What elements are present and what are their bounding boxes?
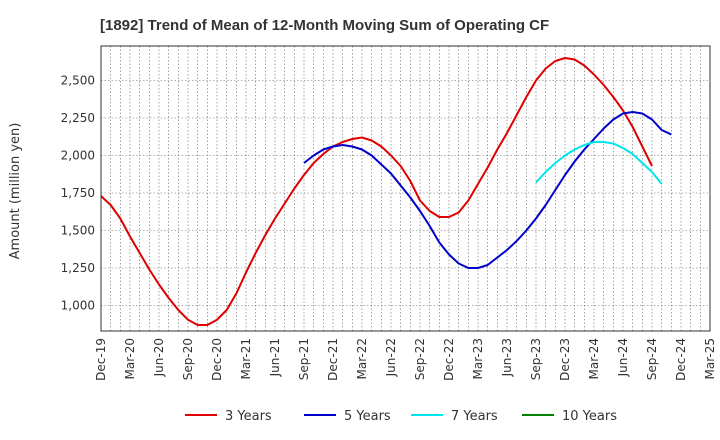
- x-tick-label: Dec-23: [558, 338, 572, 381]
- x-tick-label: Dec-19: [94, 338, 108, 381]
- legend-label-10-years: 10 Years: [562, 409, 617, 424]
- x-tick-label: Sep-22: [413, 338, 427, 380]
- y-axis-label: Amount (million yen): [8, 123, 23, 260]
- y-tick-labels: 1,000 1,250 1,500 1,750 2,000 2,250 2,500: [61, 74, 95, 313]
- x-tick-label: Jun-21: [268, 338, 282, 377]
- x-tick-label: Dec-22: [442, 338, 456, 381]
- x-tick-label: Dec-20: [210, 338, 224, 381]
- series-line-7-years: [535, 141, 663, 185]
- series-line-3-years: [100, 57, 653, 326]
- x-tick-label: Sep-23: [529, 338, 543, 380]
- x-tick-label: Mar-25: [703, 338, 717, 379]
- x-tick-label: Mar-24: [587, 338, 601, 379]
- legend-label-3-years: 3 Years: [225, 409, 272, 424]
- series-line-5-years: [303, 111, 672, 269]
- plot-frame: [100, 45, 711, 332]
- y-tick-label: 2,250: [61, 111, 95, 125]
- x-tick-label: Sep-21: [297, 338, 311, 380]
- x-tick-label: Dec-24: [674, 338, 688, 381]
- y-tick-label: 2,500: [61, 74, 95, 88]
- y-tick-label: 1,000: [61, 299, 95, 313]
- x-tick-label: Mar-23: [471, 338, 485, 379]
- x-tick-label: Sep-24: [645, 338, 659, 380]
- x-tick-label: Sep-20: [181, 338, 195, 380]
- x-tick-label: Jun-22: [384, 338, 398, 377]
- x-tick-label: Jun-24: [616, 338, 630, 377]
- x-tick-label: Mar-22: [355, 338, 369, 379]
- legend-label-7-years: 7 Years: [451, 409, 498, 424]
- grid: [101, 46, 710, 331]
- x-tick-label: Mar-20: [123, 338, 137, 379]
- legend-label-5-years: 5 Years: [344, 409, 391, 424]
- x-tick-label: Mar-21: [239, 338, 253, 379]
- y-tick-label: 1,500: [61, 224, 95, 238]
- y-tick-label: 2,000: [61, 149, 95, 163]
- y-tick-label: 1,250: [61, 261, 95, 275]
- x-tick-label: Jun-20: [152, 338, 166, 377]
- legend: 3 Years 5 Years 7 Years 10 Years: [185, 409, 617, 424]
- x-tick-label: Dec-21: [326, 338, 340, 381]
- y-tick-label: 1,750: [61, 186, 95, 200]
- x-tick-label: Jun-23: [500, 338, 514, 377]
- series-lines: [100, 57, 672, 326]
- chart-title: [1892] Trend of Mean of 12-Month Moving …: [100, 17, 549, 34]
- x-tick-labels: Dec-19 Mar-20 Jun-20 Sep-20 Dec-20 Mar-21 Jun-…: [94, 338, 717, 381]
